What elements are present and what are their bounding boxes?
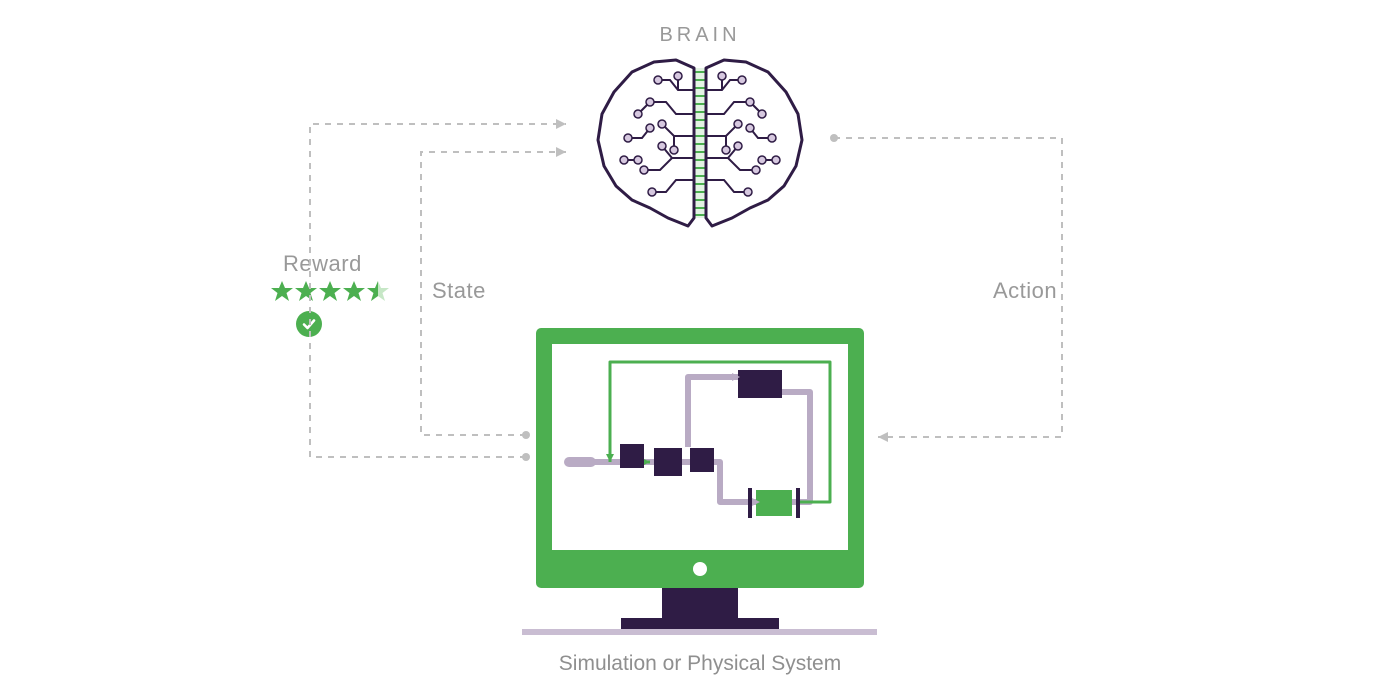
state-label: State <box>432 278 486 304</box>
brain-label: BRAIN <box>0 24 1400 47</box>
caption: Simulation or Physical System <box>0 652 1400 676</box>
check-icon <box>296 311 322 337</box>
brain-icon <box>580 50 820 250</box>
reward-label: Reward <box>283 251 362 277</box>
reward-stars <box>271 280 391 308</box>
action-label: Action <box>993 278 1057 304</box>
monitor-icon <box>500 322 900 652</box>
